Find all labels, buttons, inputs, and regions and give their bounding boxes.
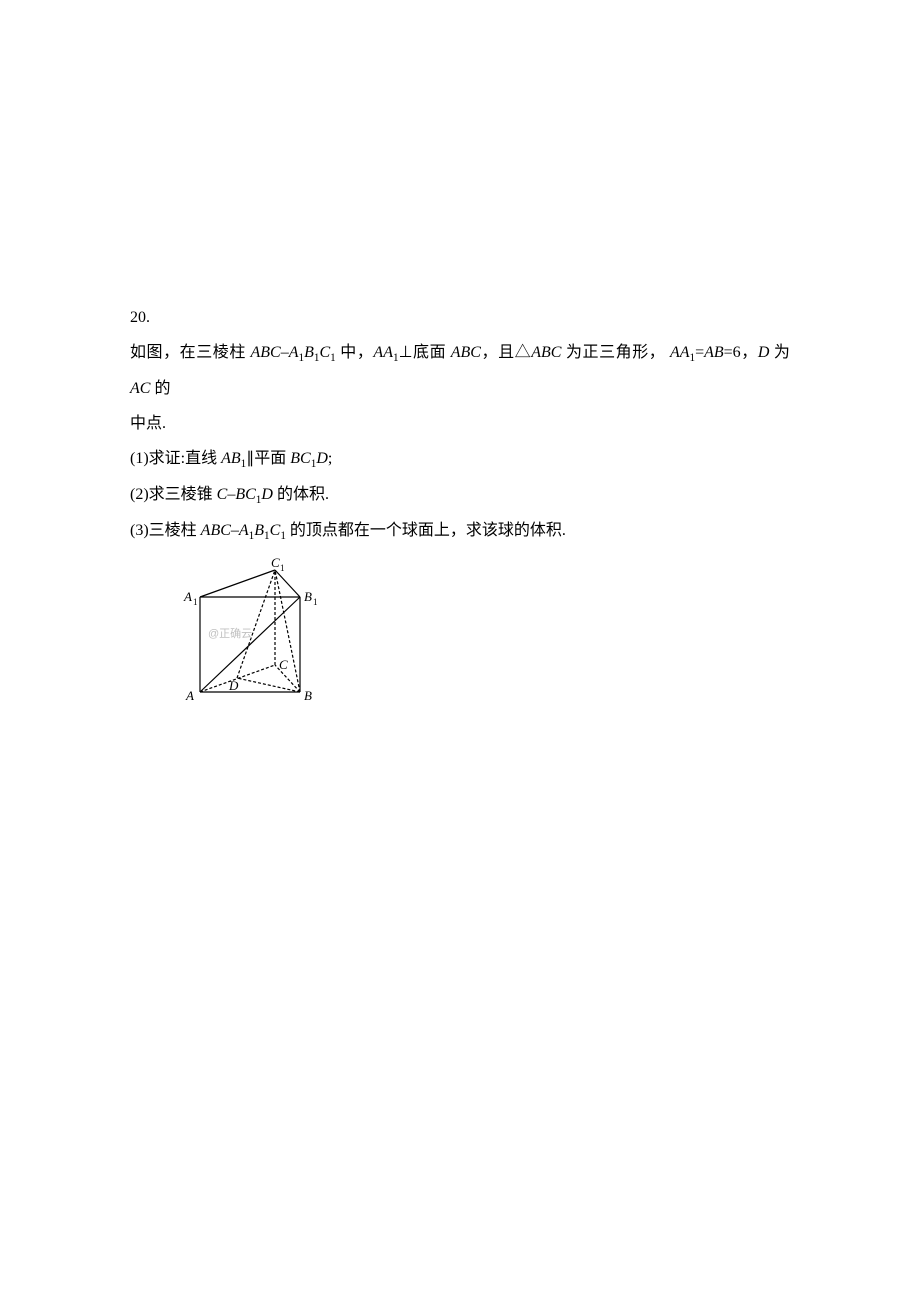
sym: C bbox=[270, 522, 281, 539]
sym: B bbox=[254, 522, 264, 539]
svg-text:B: B bbox=[304, 589, 312, 604]
problem-intro-line2: 中点. bbox=[130, 406, 790, 441]
prism-figure: @正确云ABCA1B1C1D bbox=[170, 557, 790, 725]
sym: BC bbox=[290, 450, 310, 467]
text: 如图，在三棱柱 bbox=[130, 344, 251, 361]
text: 的 bbox=[150, 380, 170, 397]
sym: A bbox=[239, 522, 249, 539]
problem-number: 20. bbox=[130, 300, 790, 335]
sym: – bbox=[231, 522, 239, 539]
sym: = bbox=[695, 344, 704, 361]
text: 为 bbox=[769, 344, 790, 361]
text: 为正三角形， bbox=[561, 344, 670, 361]
sym: C bbox=[217, 486, 228, 503]
sym: B bbox=[304, 344, 314, 361]
text: (3)三棱柱 bbox=[130, 522, 201, 539]
svg-text:D: D bbox=[228, 678, 239, 693]
question-2: (2)求三棱锥 C–BC1D 的体积. bbox=[130, 477, 790, 513]
sym: AB bbox=[704, 344, 724, 361]
sym: BC bbox=[235, 486, 255, 503]
problem-intro-line1: 如图，在三棱柱 ABC–A1B1C1 中，AA1⊥底面 ABC，且△ABC 为正… bbox=[130, 335, 790, 406]
sym: AA bbox=[670, 344, 690, 361]
text: (1)求证:直线 bbox=[130, 450, 221, 467]
text: ∥平面 bbox=[246, 450, 290, 467]
text: 中， bbox=[336, 344, 374, 361]
sym: =6， bbox=[724, 344, 758, 361]
text: 的顶点都在一个球面上，求该球的体积. bbox=[286, 522, 566, 539]
sym: D bbox=[758, 344, 770, 361]
sym: ABC bbox=[451, 344, 481, 361]
svg-text:1: 1 bbox=[313, 597, 318, 607]
sym: ABC bbox=[531, 344, 561, 361]
svg-text:1: 1 bbox=[280, 563, 285, 573]
svg-text:A: A bbox=[183, 589, 192, 604]
svg-text:A: A bbox=[185, 688, 194, 703]
question-1: (1)求证:直线 AB1∥平面 BC1D; bbox=[130, 441, 790, 477]
sym: – bbox=[281, 344, 289, 361]
sym: ABC bbox=[201, 522, 231, 539]
sym: AA bbox=[373, 344, 393, 361]
text: ; bbox=[328, 450, 332, 467]
svg-text:B: B bbox=[304, 688, 312, 703]
svg-text:1: 1 bbox=[193, 597, 198, 607]
svg-text:C: C bbox=[279, 657, 288, 672]
sym: D bbox=[316, 450, 328, 467]
sym: D bbox=[261, 486, 273, 503]
text: ⊥底面 bbox=[399, 344, 451, 361]
svg-text:C: C bbox=[271, 557, 280, 570]
text: ，且△ bbox=[481, 344, 531, 361]
question-3: (3)三棱柱 ABC–A1B1C1 的顶点都在一个球面上，求该球的体积. bbox=[130, 513, 790, 549]
sym: AC bbox=[130, 380, 150, 397]
svg-text:@正确云: @正确云 bbox=[208, 627, 252, 640]
text: (2)求三棱锥 bbox=[130, 486, 217, 503]
sym: AB bbox=[221, 450, 241, 467]
sym: C bbox=[319, 344, 330, 361]
text: 的体积. bbox=[273, 486, 329, 503]
prism-diagram: @正确云ABCA1B1C1D bbox=[170, 557, 335, 712]
sym: A bbox=[289, 344, 299, 361]
sym: ABC bbox=[251, 344, 281, 361]
